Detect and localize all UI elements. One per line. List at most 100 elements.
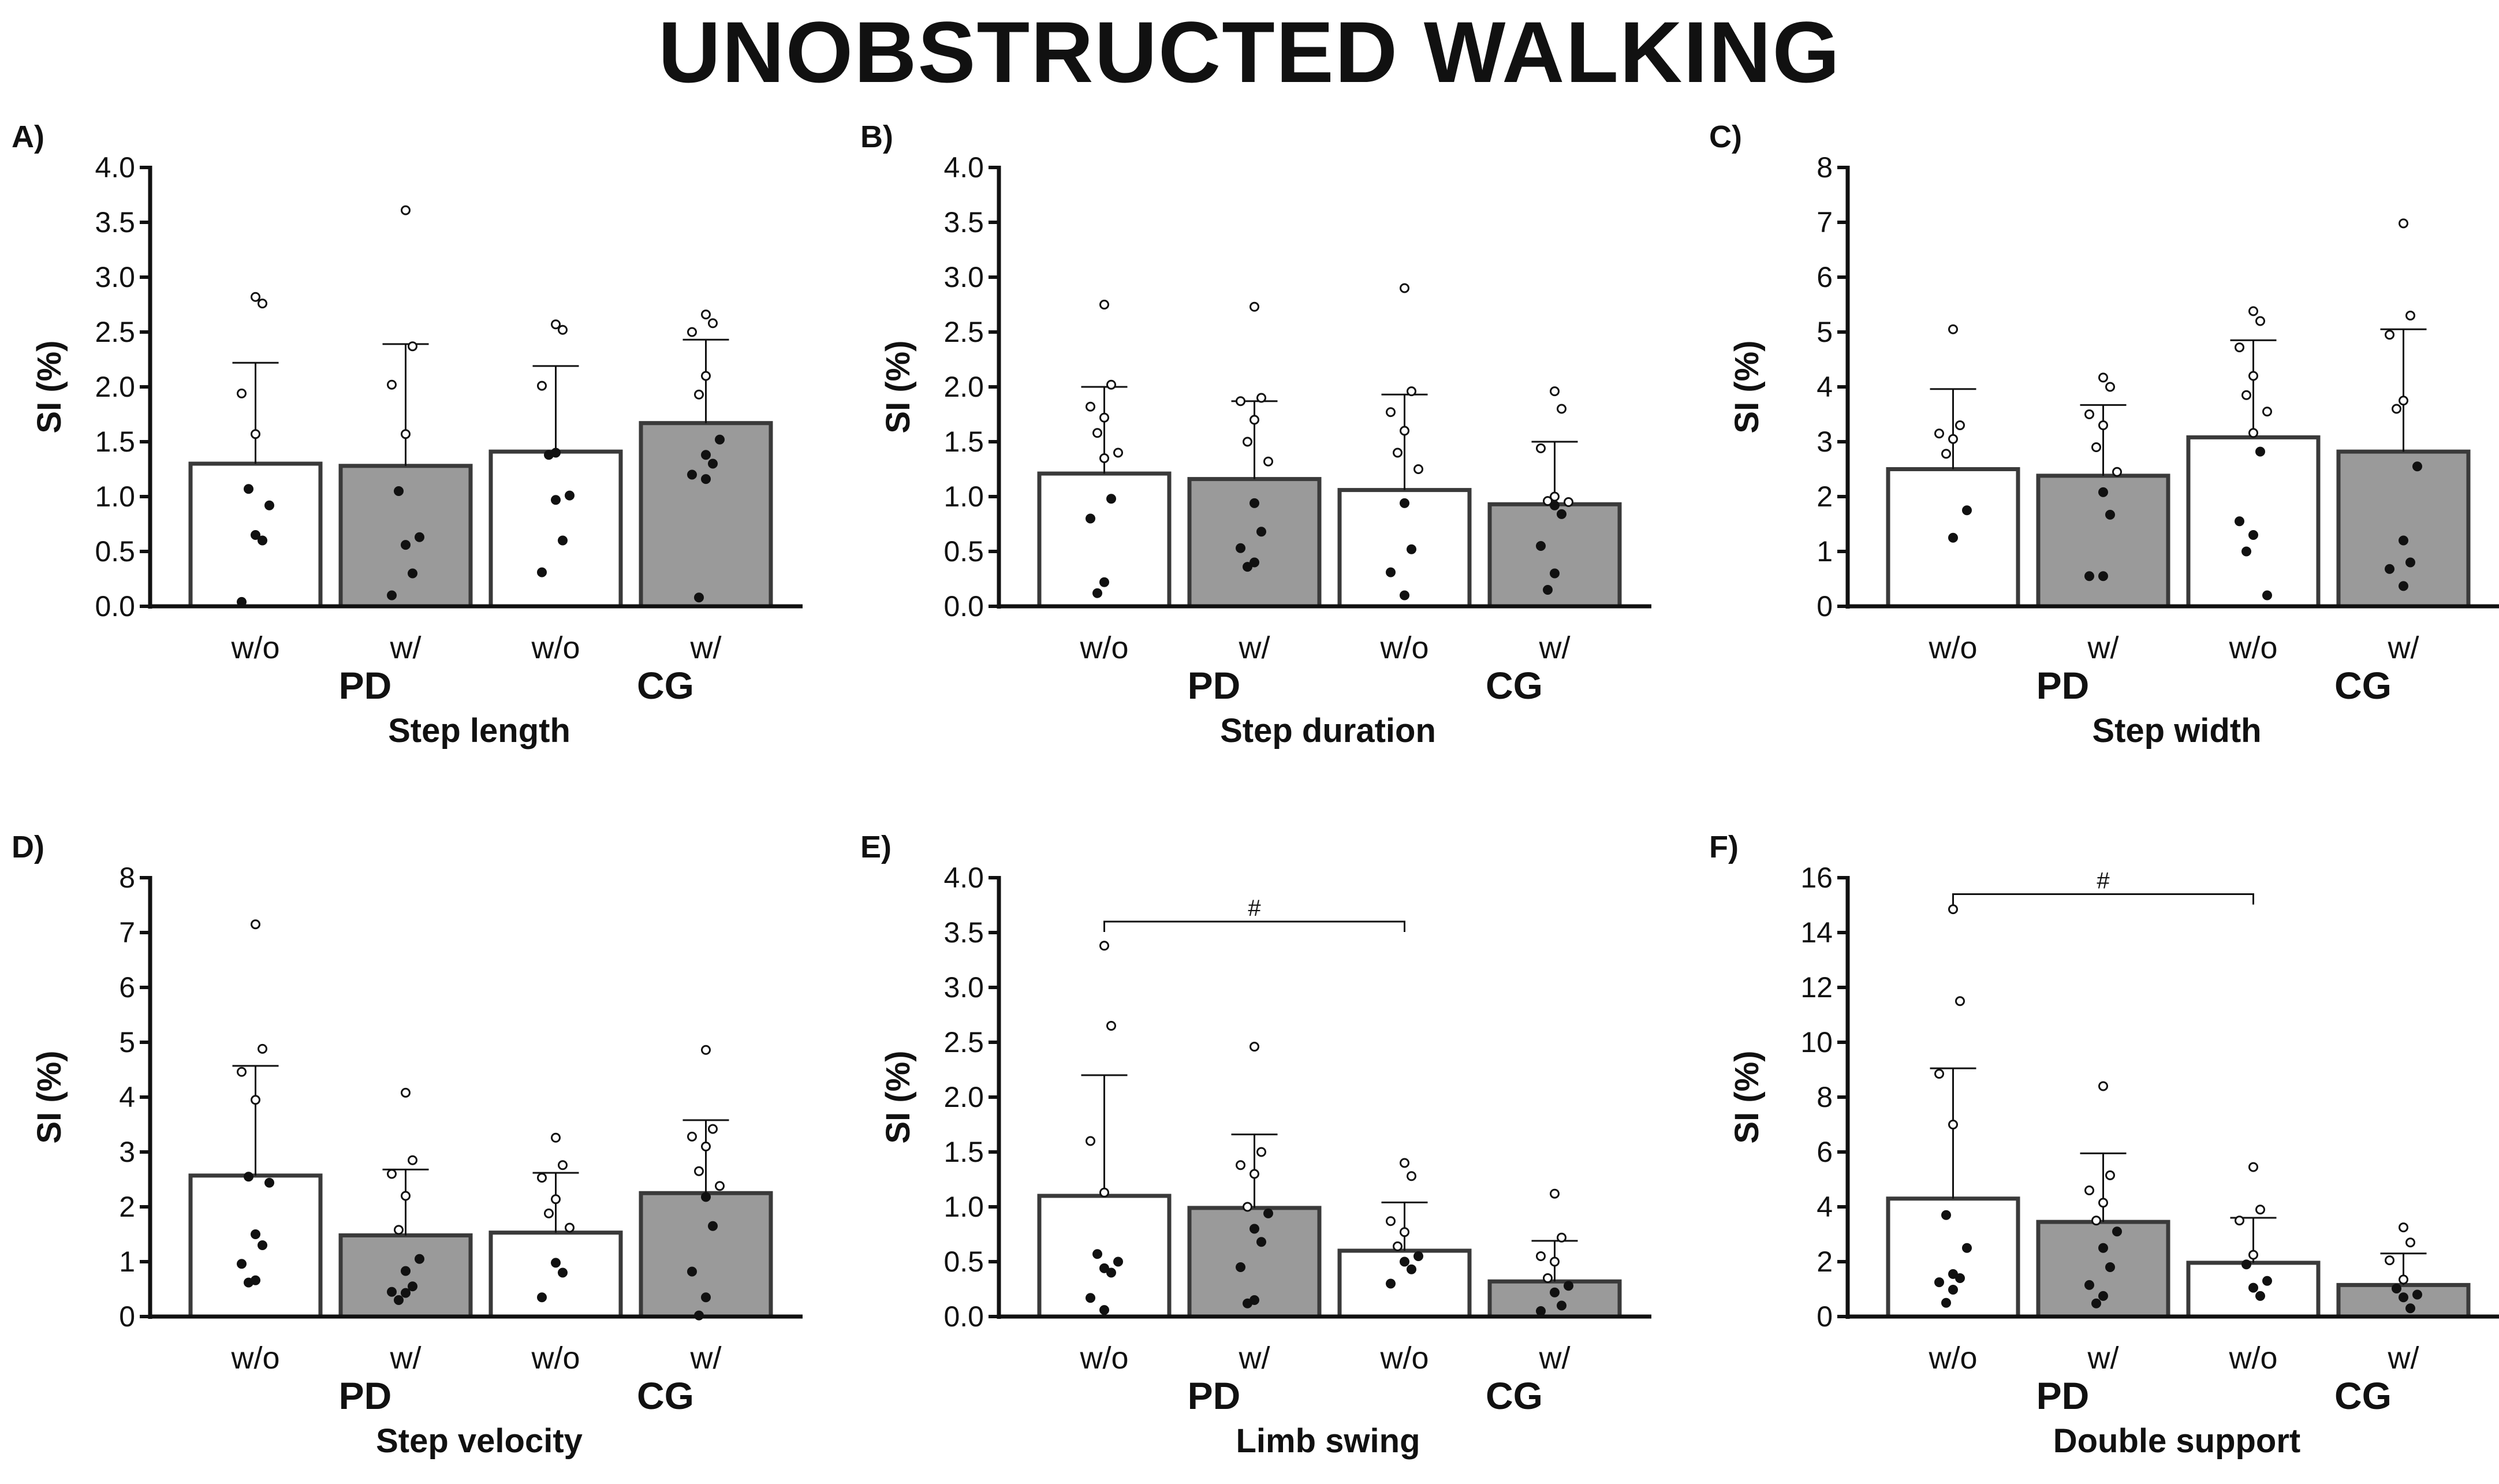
panel-f-data-point (2385, 1255, 2394, 1266)
panel-f-data-point (2399, 1292, 2408, 1303)
panel-d-data-point (687, 1131, 697, 1142)
panel-b-data-point (1256, 393, 1266, 403)
panel-d-data-point (701, 1192, 711, 1202)
panel-a-data-point (251, 429, 260, 439)
panel-b-data-point (1550, 500, 1560, 510)
panel-f-data-point (2248, 1250, 2258, 1260)
panel-d-y-tick-label: 6 (119, 971, 135, 1004)
panel-a-data-point (264, 500, 274, 510)
panel-a-data-point (701, 310, 711, 320)
panel-a-data-point (558, 325, 568, 335)
panel-a-data-point (551, 495, 561, 505)
panel-f-data-point (1962, 1243, 1972, 1253)
panel-d-data-point (401, 1288, 411, 1298)
panel-d: D) SI (%) 0 1 2 3 4 5 6 7 8 w/o w/w/o w/PD CG Step velo… (0, 814, 808, 1461)
panel-a-bar (488, 449, 623, 609)
panel-d-data-point (408, 1281, 417, 1292)
panel-d-data-point (408, 1155, 417, 1165)
panel-c-data-point (2241, 546, 2251, 557)
panel-d-data-point (251, 1095, 260, 1105)
panel-f-data-point (1948, 1120, 1958, 1129)
panel-a-label: A) (12, 120, 44, 154)
panel-f-chart: F) SI (%) 0 2 4 6 8 10 12 14 16 w/o w/w/o w/PD CG Doubl… (1709, 830, 2499, 1460)
panel-b-x-category-label: w/ (1539, 631, 1571, 665)
panel-b-y-tick-label: 3.0 (943, 261, 984, 293)
panel-e-y-tick-label: 1.5 (943, 1136, 984, 1168)
panel-f-significance-bracket (1952, 893, 2254, 905)
panel-b-data-point (1243, 437, 1252, 447)
panel-b-data-point (1236, 396, 1245, 407)
panel-c-data-point (2235, 516, 2244, 527)
panel-e-y-tick-label: 0.0 (943, 1300, 984, 1333)
panel-c-y-tick-label: 1 (1817, 535, 1833, 568)
panel-f-data-point (2098, 1198, 2108, 1208)
panel-f-data-point (1934, 1069, 1944, 1079)
panel-b-data-point (1092, 588, 1102, 598)
panel-f-data-point (2105, 1170, 2115, 1180)
panel-e-data-point (1243, 1298, 1252, 1308)
panel-c-group-label: PD (2037, 664, 2090, 707)
panel-b-data-point (1256, 527, 1266, 537)
panel-e-x-category-label: w/o (1379, 1341, 1428, 1375)
panel-b-x-category-label: w/o (1079, 631, 1128, 665)
panel-f-data-point (2084, 1280, 2094, 1290)
panel-c-data-point (2399, 396, 2408, 406)
panel-b-y-tick-label: 0.5 (943, 535, 984, 568)
panel-e-data-point (1557, 1232, 1566, 1243)
panel-f-data-point (1948, 904, 1958, 915)
panel-c-data-point (2385, 330, 2394, 340)
panel-f-data-point (1948, 1284, 1958, 1295)
panel-d-y-tick-label: 1 (119, 1246, 135, 1278)
panel-e-data-point (1564, 1281, 1573, 1291)
panel-a-data-point (387, 379, 397, 390)
panel-e-group-label: PD (1188, 1374, 1241, 1417)
panel-f-y-tick-label: 8 (1817, 1081, 1833, 1113)
panel-d-data-point (237, 1067, 247, 1077)
panel-a-data-point (544, 450, 554, 460)
panel-e-x-axis-title: Limb swing (1236, 1422, 1420, 1460)
panel-c-data-point (1948, 434, 1958, 444)
panel-b-data-point (1407, 386, 1416, 397)
panel-a-data-point (701, 474, 711, 484)
panel-b-data-point (1550, 386, 1560, 397)
panel-b: B) SI (%) 0.0 0.5 1.0 1.5 2.0 2.5 3.0 3.5 4.0 w/o w/… (849, 104, 1657, 751)
panel-b-y-axis-label: SI (%) (879, 340, 917, 433)
panel-b-data-point (1400, 283, 1409, 293)
panel-a-bar (338, 464, 473, 609)
panel-e-group-label: CG (1486, 1374, 1543, 1417)
panel-a-y-tick-label: 2.5 (95, 316, 135, 348)
panel-b-data-point (1250, 301, 1259, 312)
panel-c-data-point (1948, 532, 1958, 543)
panel-c-data-point (1934, 428, 1944, 439)
panel-a-data-point (558, 535, 568, 546)
panel-d-data-point (251, 919, 260, 930)
panel-f-data-point (2248, 1162, 2258, 1172)
panel-d-data-point (551, 1132, 561, 1143)
panel-c-data-point (2385, 564, 2394, 574)
panel-f-data-point (2255, 1291, 2265, 1301)
panel-d-data-point (694, 1166, 704, 1176)
panel-b-data-point (1099, 412, 1109, 423)
panel-b-y-tick-label: 3.5 (943, 206, 984, 238)
panel-c-data-point (2262, 590, 2272, 601)
panel-a-data-point (694, 592, 704, 603)
panel-c-data-point (2392, 404, 2401, 414)
panel-f-significance-label: # (2097, 868, 2110, 894)
panel-f-data-point (2262, 1276, 2272, 1286)
panel-c-data-point (2105, 509, 2115, 520)
panel-b-data-point (1557, 404, 1566, 414)
panel-f-data-point (2255, 1205, 2265, 1215)
panel-a-data-point (251, 530, 260, 540)
panel-c-data-point (2248, 371, 2258, 381)
panel-e-y-tick-label: 2.5 (943, 1026, 984, 1058)
panel-f-data-point (2098, 1243, 2108, 1253)
panel-b-data-point (1550, 568, 1560, 579)
panel-a-data-point (415, 532, 424, 542)
panel-d-bar (188, 1173, 323, 1319)
panel-f-y-tick-label: 2 (1817, 1246, 1833, 1278)
panel-c-data-point (2241, 390, 2251, 400)
panel-b-data-point (1243, 562, 1252, 572)
panel-d-data-point (244, 1172, 253, 1182)
panel-f-y-tick-label: 6 (1817, 1136, 1833, 1168)
panel-e-data-point (1256, 1147, 1266, 1157)
